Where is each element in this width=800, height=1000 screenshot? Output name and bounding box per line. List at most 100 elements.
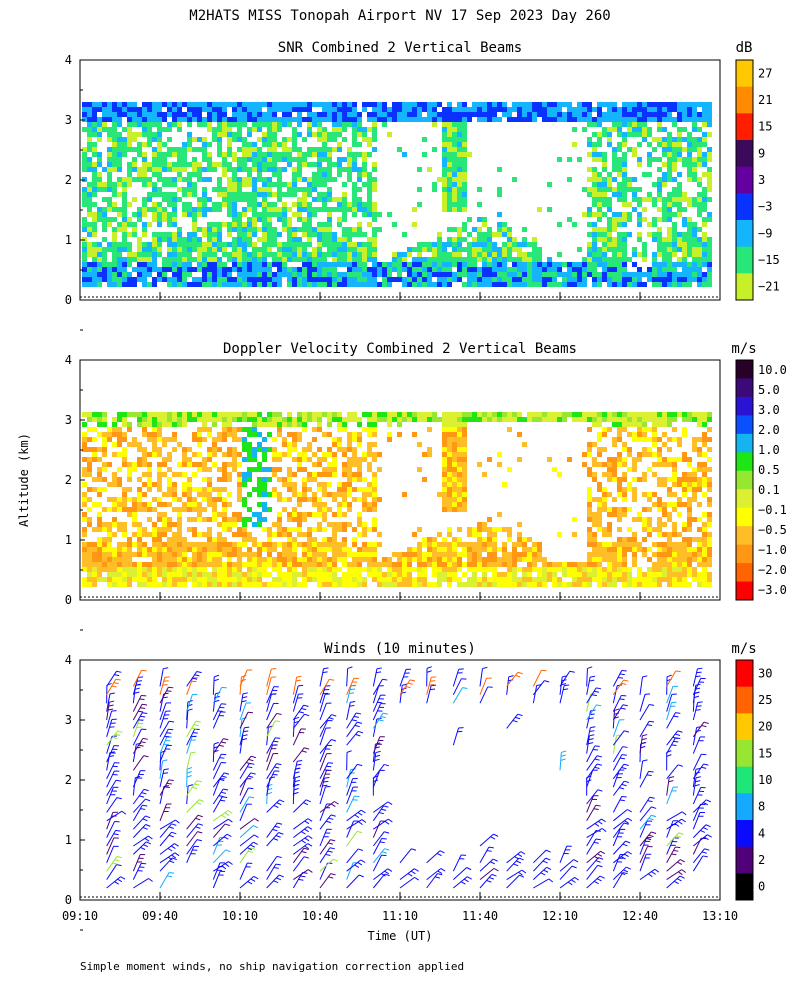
snr-cell [637,252,642,257]
velocity-cell [472,412,477,417]
velocity-cell [477,552,482,557]
snr-cell [302,272,307,277]
snr-cell [637,222,642,227]
velocity-cell [187,447,192,452]
velocity-cell [242,497,247,502]
velocity-cell [492,527,497,532]
velocity-cell [432,542,437,547]
velocity-cell [212,487,217,492]
snr-cell [302,177,307,182]
velocity-cell [447,562,452,567]
velocity-cell [462,427,467,432]
snr-cell [707,262,712,267]
velocity-cell [407,547,412,552]
snr-cell [307,222,312,227]
snr-cell [212,112,217,117]
snr-cell [342,102,347,107]
velocity-cell [537,547,542,552]
snr-cell [302,202,307,207]
velocity-cell [107,572,112,577]
snr-cell [632,197,637,202]
snr-cell [447,147,452,152]
snr-cell [82,112,87,117]
snr-cell [187,162,192,167]
snr-cell [112,252,117,257]
velocity-cell [247,467,252,472]
velocity-cell [372,497,377,502]
snr-cell [302,227,307,232]
snr-cell [217,232,222,237]
velocity-cell [167,492,172,497]
snr-cell [302,217,307,222]
snr-cell [687,247,692,252]
snr-cell [652,272,657,277]
snr-cell [522,252,527,257]
snr-cell [462,177,467,182]
velocity-cell [262,567,267,572]
snr-cell [192,212,197,217]
snr-cell [602,242,607,247]
snr-cell [697,147,702,152]
snr-cell [102,107,107,112]
velocity-cell [337,507,342,512]
velocity-cell [232,517,237,522]
snr-cell [482,112,487,117]
velocity-cell [132,552,137,557]
snr-cell [372,107,377,112]
snr-cell [647,277,652,282]
snr-cell [452,127,457,132]
velocity-cell [447,552,452,557]
snr-cell [697,212,702,217]
velocity-cell [367,552,372,557]
velocity-cell [182,462,187,467]
velocity-cell [297,522,302,527]
velocity-cell [117,562,122,567]
snr-cell [462,117,467,122]
snr-cell [507,277,512,282]
velocity-cell [87,472,92,477]
snr-cell [367,127,372,132]
snr-cell [532,267,537,272]
velocity-cell [222,562,227,567]
snr-cell [197,177,202,182]
velocity-cell [102,577,107,582]
snr-cell [677,172,682,177]
snr-cell [252,212,257,217]
velocity-cell [337,527,342,532]
snr-cell [257,152,262,157]
velocity-cell [182,487,187,492]
velocity-cell [142,452,147,457]
snr-cell [257,172,262,177]
velocity-cell [212,582,217,587]
snr-cell [82,247,87,252]
snr-cell [442,247,447,252]
velocity-cell [357,532,362,537]
velocity-cell [422,557,427,562]
snr-cell [257,107,262,112]
snr-cell [442,192,447,197]
snr-cell [702,237,707,242]
snr-cell [162,272,167,277]
velocity-cell [287,552,292,557]
snr-cell [372,262,377,267]
snr-cell [237,272,242,277]
velocity-cell [232,567,237,572]
snr-cell [452,237,457,242]
snr-cell [92,272,97,277]
snr-cell [652,257,657,262]
velocity-cell [332,462,337,467]
velocity-cell [587,502,592,507]
snr-cell [232,152,237,157]
velocity-cell [122,552,127,557]
snr-cell [482,102,487,107]
snr-cell [437,232,442,237]
snr-cell [362,152,367,157]
snr-cell [412,247,417,252]
velocity-cell [152,422,157,427]
velocity-cell [427,552,432,557]
snr-cell [302,137,307,142]
velocity-cell [277,522,282,527]
velocity-cell [112,547,117,552]
velocity-cell [492,542,497,547]
snr-cell [237,117,242,122]
